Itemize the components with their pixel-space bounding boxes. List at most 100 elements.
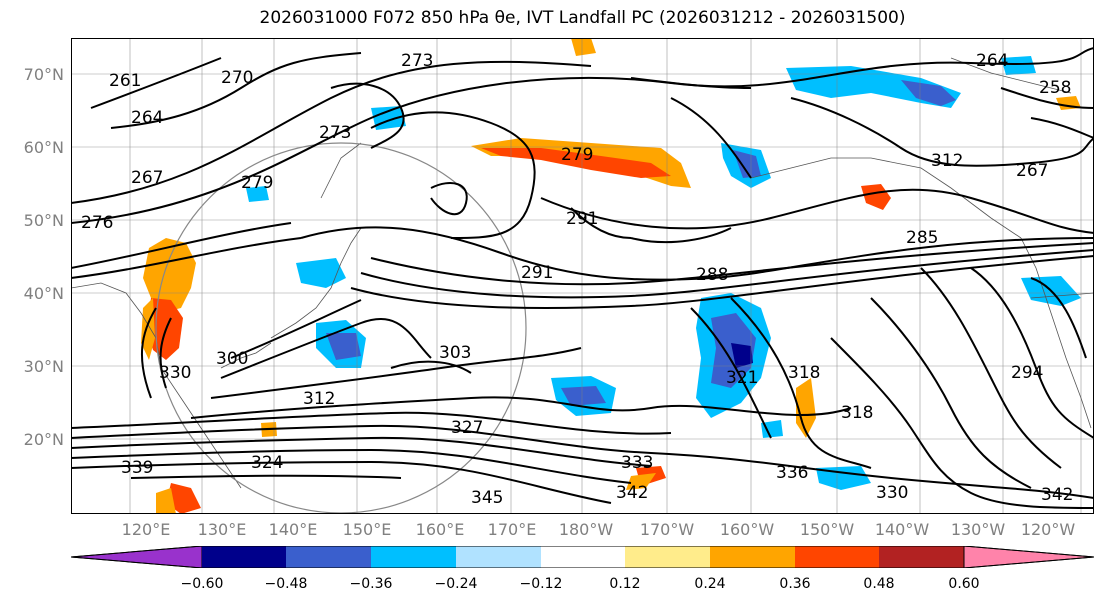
contour-label: 342: [616, 483, 648, 503]
contour-label-layer: 273 270 264 261 264 258 267 279 273 279 …: [81, 51, 1073, 508]
colorbar-tick-label: 0.12: [609, 576, 641, 592]
contour-label: 339: [121, 458, 153, 478]
lat-label: 20°N: [23, 430, 64, 449]
lon-label: 140°E: [268, 520, 318, 539]
contour-label: 276: [81, 213, 113, 233]
contour-label: 342: [1041, 485, 1073, 505]
colorbar-segment: [286, 546, 371, 568]
shade-orange-gulf: [861, 184, 891, 210]
contour-label: 330: [159, 363, 191, 383]
lon-label: 120°E: [121, 520, 171, 539]
contour-label: 324: [251, 453, 283, 473]
lon-label: 170°E: [487, 520, 537, 539]
shade-blue-small-w: [246, 186, 269, 202]
colorbar-segment: [710, 546, 795, 568]
colorbar-max-extend: [963, 545, 1095, 569]
colorbar-min-extend: [70, 545, 203, 569]
shade-red-kuril-band: [481, 148, 671, 178]
contour-label: 267: [131, 168, 163, 188]
map-title: 2026031000 F072 850 hPa θe, IVT Landfall…: [259, 8, 906, 28]
lon-label: 170°W: [639, 520, 695, 539]
colorbar-segment: [795, 546, 879, 568]
contour-label: 261: [109, 71, 141, 91]
contour-label: 285: [906, 228, 938, 248]
lat-label: 30°N: [23, 357, 64, 376]
lon-label: 160°W: [719, 520, 775, 539]
colorbar-tick-label: −0.24: [434, 576, 478, 592]
map-plot-area: 273 270 264 261 264 258 267 279 273 279 …: [71, 38, 1094, 514]
colorbar-tick-label: −0.48: [264, 576, 308, 592]
contour-label: 273: [319, 123, 351, 143]
colorbar-segment: [541, 546, 625, 568]
contour-label: 300: [216, 349, 248, 369]
lon-label: 150°E: [342, 520, 392, 539]
shade-orange-japan-sea: [143, 238, 196, 313]
lon-label: 150°W: [799, 520, 855, 539]
lat-label: 50°N: [23, 211, 64, 230]
shade-mid-japan-east: [326, 333, 361, 360]
contour-label: 333: [621, 453, 653, 473]
contour-label: 330: [876, 483, 908, 503]
theta-e-contours: [71, 47, 1094, 509]
colorbar-segment: [456, 546, 541, 568]
colorbar-segment: [202, 546, 286, 568]
shade-red-swcorner: [166, 483, 201, 514]
colorbar-tick-label: 0.48: [863, 576, 895, 592]
colorbar-tick-label: −0.60: [180, 576, 224, 592]
shade-mid-bering: [733, 150, 761, 178]
lat-label: 60°N: [23, 138, 64, 157]
lon-label: 140°W: [874, 520, 930, 539]
contour-label: 258: [1039, 78, 1071, 98]
lat-label: 70°N: [23, 65, 64, 84]
shade-navy-central: [731, 343, 753, 368]
map-canvas: 273 270 264 261 264 258 267 279 273 279 …: [71, 38, 1094, 514]
colorbar: [70, 545, 1095, 569]
contour-label: 327: [451, 418, 483, 438]
contour-label: 279: [241, 173, 273, 193]
colorbar-segment: [879, 546, 964, 568]
shade-blue-small-se: [761, 420, 783, 438]
contour-label: 303: [439, 343, 471, 363]
lon-label: 120°W: [1020, 520, 1076, 539]
contour-label: 318: [788, 363, 820, 383]
contour-label: 345: [471, 488, 503, 508]
contour-label: 318: [841, 403, 873, 423]
contour-label: 279: [561, 145, 593, 165]
colorbar-tick-label: 0.60: [948, 576, 980, 592]
shade-mid-alaska: [901, 80, 956, 106]
shade-orange-swcorner: [156, 488, 176, 514]
contour-label: 312: [303, 389, 335, 409]
colorbar-segment: [371, 546, 456, 568]
graticule: [71, 38, 1094, 514]
colorbar-svg: [70, 545, 1095, 569]
colorbar-segment: [625, 546, 710, 568]
shade-orange-central: [796, 378, 816, 438]
shade-blue-small-ne: [1001, 56, 1036, 75]
contour-label: 312: [931, 151, 963, 171]
lon-label: 180°W: [558, 520, 614, 539]
lon-label: 130°W: [950, 520, 1006, 539]
colorbar-tick-label: 0.24: [694, 576, 726, 592]
pc-shading: [141, 38, 1081, 514]
shade-orange-south: [626, 473, 656, 490]
contour-label: 294: [1011, 363, 1043, 383]
contour-label: 288: [696, 265, 728, 285]
contour-label: 270: [221, 68, 253, 88]
shade-blue-honshu: [296, 258, 346, 288]
lon-label: 130°E: [197, 520, 247, 539]
colorbar-tick-label: −0.36: [349, 576, 393, 592]
coastlines: [71, 57, 1094, 489]
contour-label: 321: [726, 368, 758, 388]
contour-label: 264: [976, 51, 1008, 71]
contour-label: 267: [1016, 161, 1048, 181]
lat-label: 40°N: [23, 284, 64, 303]
contour-label: 291: [521, 263, 553, 283]
lon-label: 160°E: [415, 520, 465, 539]
colorbar-tick-label: 0.36: [779, 576, 811, 592]
contour-label: 273: [401, 51, 433, 71]
contour-label: 264: [131, 108, 163, 128]
shade-orange-nw: [571, 38, 596, 56]
colorbar-tick-label: −0.12: [519, 576, 563, 592]
contour-label: 336: [776, 463, 808, 483]
shade-orange-korea: [141, 298, 155, 360]
